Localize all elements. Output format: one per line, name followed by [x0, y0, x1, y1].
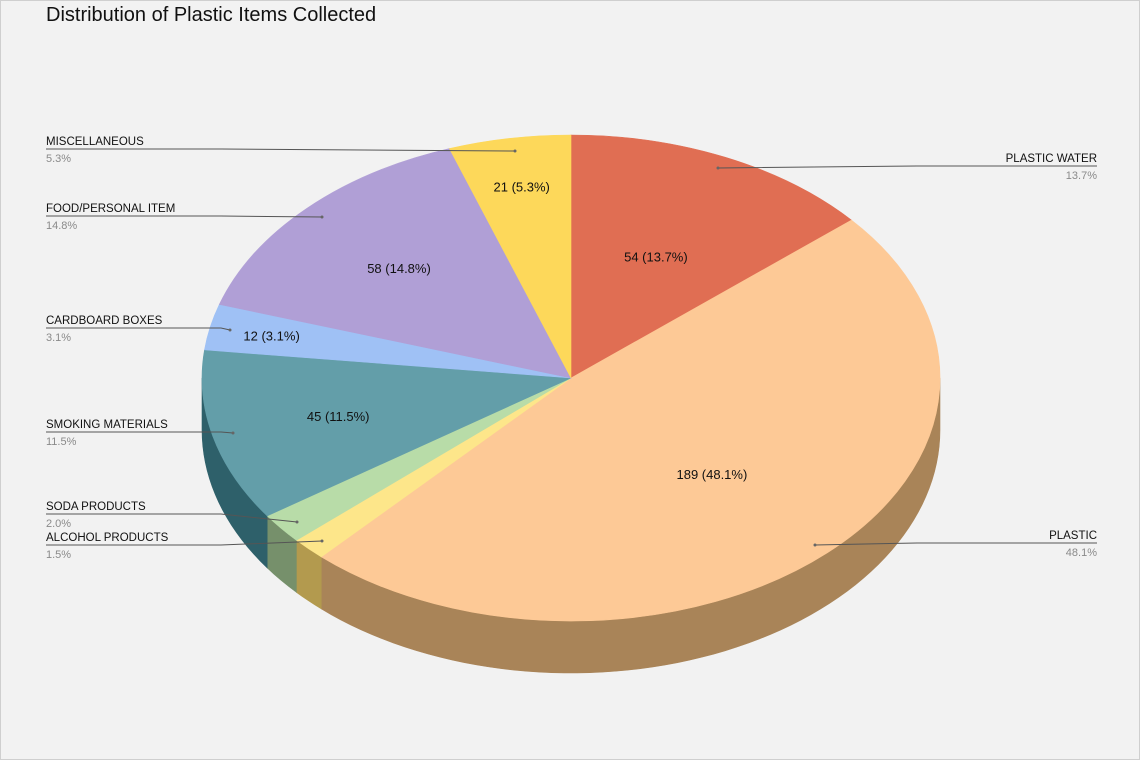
data-label: 12 (3.1%) — [243, 329, 299, 344]
data-label: 45 (11.5%) — [307, 409, 370, 424]
leader-line — [46, 513, 298, 523]
category-label: PLASTIC — [1049, 530, 1097, 542]
leader-dot — [513, 149, 517, 153]
leader-line — [46, 148, 516, 152]
category-percent: 1.5% — [46, 549, 71, 561]
category-label: SMOKING MATERIALS — [46, 419, 168, 431]
category-percent: 5.3% — [46, 153, 71, 165]
leader-line — [46, 327, 231, 331]
leader-line — [814, 542, 1097, 546]
leader-dot — [716, 166, 720, 170]
category-percent: 48.1% — [1066, 547, 1097, 559]
category-percent: 3.1% — [46, 332, 71, 344]
data-label: 54 (13.7%) — [624, 250, 688, 265]
pie-side-layer — [201, 377, 941, 674]
pie-slice-miscellaneous[interactable] — [448, 134, 572, 379]
leader-line — [46, 540, 323, 546]
chart-title: Distribution of Plastic Items Collected — [46, 4, 377, 26]
data-label: 189 (48.1%) — [676, 467, 747, 482]
category-label: SODA PRODUCTS — [46, 501, 146, 513]
data-label: 58 (14.8%) — [367, 261, 431, 276]
leader-dot — [231, 431, 235, 435]
data-label: 21 (5.3%) — [494, 179, 550, 194]
pie-slice-smoking-materials[interactable] — [201, 349, 572, 517]
leader-line — [717, 165, 1097, 169]
pie-slice-plastic[interactable] — [320, 219, 941, 622]
category-percent: 14.8% — [46, 220, 77, 232]
category-label: PLASTIC WATER — [1006, 153, 1097, 165]
leader-line — [46, 431, 234, 434]
pie-top-layer — [201, 134, 941, 622]
category-label: CARDBOARD BOXES — [46, 315, 163, 327]
leader-dot — [228, 328, 232, 332]
leader-line — [46, 215, 323, 218]
category-label: MISCELLANEOUS — [46, 136, 144, 148]
leader-dot — [813, 543, 817, 547]
outer-labels: PLASTIC WATER 13.7% PLASTIC 48.1% ALCOHOL PR… — [46, 136, 1097, 561]
leader-dot — [295, 520, 299, 524]
pie-slice-food-personal-item[interactable] — [218, 148, 572, 379]
leader-dot — [320, 539, 324, 543]
leader-dot — [320, 215, 324, 219]
category-percent: 13.7% — [1066, 170, 1097, 182]
pie-slice-plastic-water[interactable] — [570, 134, 852, 379]
category-percent: 11.5% — [46, 436, 77, 448]
category-label: ALCOHOL PRODUCTS — [46, 532, 169, 544]
category-percent: 2.0% — [46, 518, 71, 530]
category-label: FOOD/PERSONAL ITEM — [46, 203, 175, 215]
